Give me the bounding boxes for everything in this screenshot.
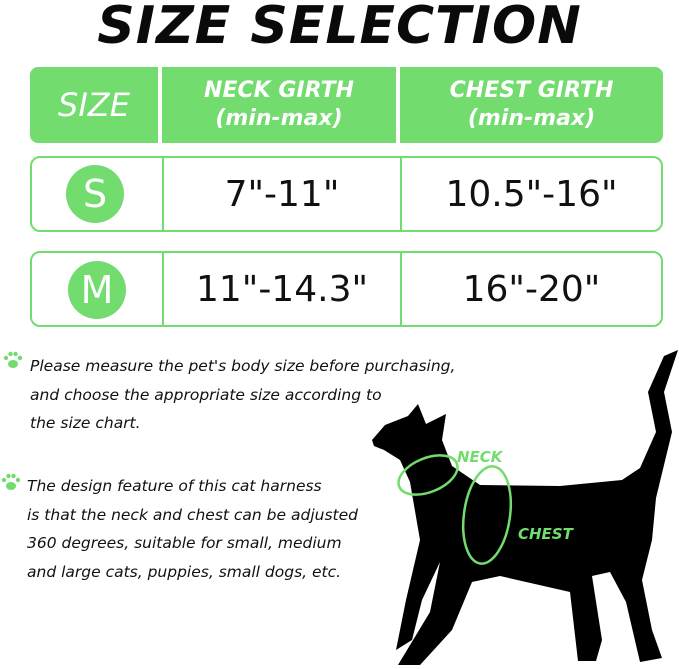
note-design: The design feature of this cat harness i… [27, 477, 358, 581]
header-neck-girth: NECK GIRTH (min-max) [162, 67, 396, 143]
chest-value-m: 16"-20" [462, 268, 601, 310]
neck-label: NECK [457, 448, 504, 466]
size-badge-m: M [68, 261, 126, 319]
header-chest-girth: CHEST GIRTH (min-max) [400, 67, 663, 143]
neck-value-m: 11"-14.3" [195, 268, 369, 310]
cat-shape [372, 350, 678, 665]
neck-value-s: 7"-11" [224, 173, 340, 215]
chest-value-s: 10.5"-16" [445, 173, 618, 215]
paw-icon [1, 473, 21, 490]
table-row-s: S 7"-11" 10.5"-16" [30, 156, 663, 232]
paw-icon [3, 351, 23, 368]
size-badge-s: S [66, 165, 124, 223]
note-measure: Please measure the pet's body size befor… [30, 357, 456, 432]
chest-measure-ring [461, 465, 513, 565]
chest-label: CHEST [518, 525, 575, 543]
table-row-m: M 11"-14.3" 16"-20" [30, 251, 663, 327]
header-size: SIZE [30, 67, 158, 143]
page-title: SIZE SELECTION [97, 0, 582, 56]
neck-measure-ring [397, 454, 459, 496]
